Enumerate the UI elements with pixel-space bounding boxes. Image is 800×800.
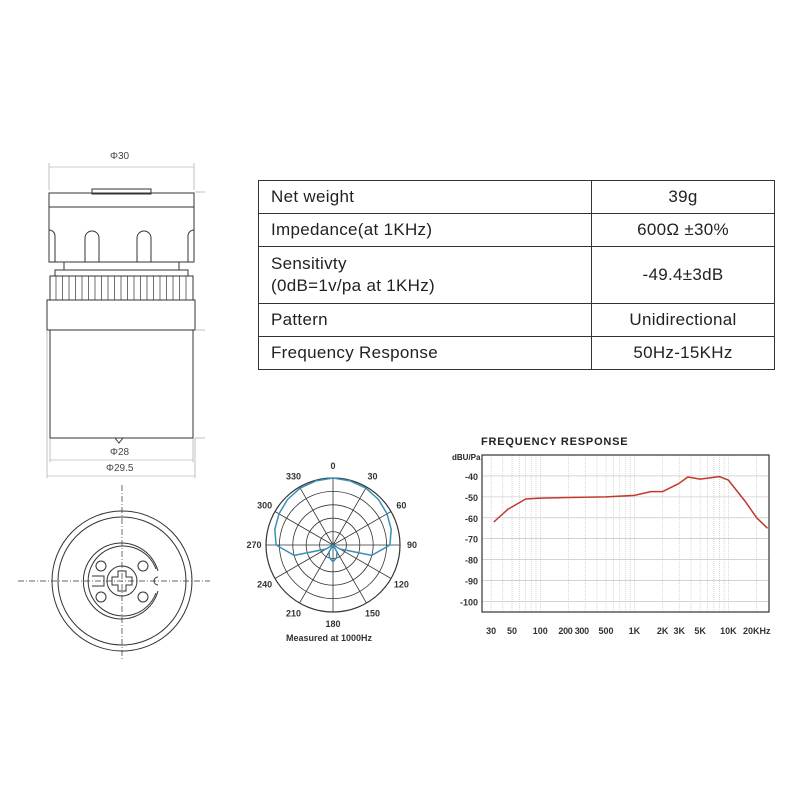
- microphone-side-view: [46, 163, 205, 478]
- polar-angle-label: 0: [330, 461, 335, 471]
- spec-label: Net weight: [258, 180, 592, 214]
- x-tick-label: 30: [486, 626, 496, 636]
- spec-table: Net weight 39g Impedance(at 1KHz) 600Ω ±30…: [258, 180, 775, 370]
- polar-spoke: [332, 544, 392, 579]
- spec-label: Sensitivty (0dB=1v/pa at 1KHz): [258, 246, 592, 304]
- y-tick-label: -40: [465, 472, 478, 482]
- x-tick-label: 5K: [694, 626, 706, 636]
- polar-spoke: [274, 511, 334, 546]
- collar-diameter-label: Φ29.5: [106, 463, 134, 474]
- polar-spoke: [299, 544, 334, 604]
- polar-spoke: [332, 544, 367, 604]
- polar-spoke: [332, 511, 392, 546]
- table-row: Net weight 39g: [258, 180, 775, 214]
- polar-angle-label: 210: [286, 608, 301, 618]
- microphone-bottom-view: [18, 485, 210, 660]
- x-tick-label: 100: [533, 626, 548, 636]
- x-tick-label: 3K: [673, 626, 685, 636]
- y-axis-label: dBU/Pa: [452, 453, 481, 462]
- x-tick-label: 1K: [629, 626, 641, 636]
- frequency-response-line: [493, 475, 769, 529]
- spec-label-line2: (0dB=1v/pa at 1KHz): [271, 276, 435, 295]
- table-row: Sensitivty (0dB=1v/pa at 1KHz) -49.4±3dB: [258, 246, 775, 304]
- polar-angle-label: 60: [396, 501, 406, 511]
- polar-spoke: [274, 544, 334, 579]
- polar-angle-label: 150: [365, 608, 380, 618]
- x-tick-label: 20KHz: [743, 626, 771, 636]
- chart-title: FREQUENCY RESPONSE: [481, 436, 629, 448]
- spec-label: Pattern: [258, 303, 592, 337]
- polar-caption: Measured at 1000Hz: [286, 633, 373, 643]
- spec-label-line1: Sensitivty: [271, 254, 347, 273]
- table-row: Impedance(at 1KHz) 600Ω ±30%: [258, 213, 775, 247]
- polar-spoke: [299, 486, 334, 546]
- spec-value: 39g: [591, 180, 775, 214]
- polar-angle-label: 330: [286, 472, 301, 482]
- spec-value: 50Hz-15KHz: [591, 336, 775, 370]
- spec-value: Unidirectional: [591, 303, 775, 337]
- spec-label: Impedance(at 1KHz): [258, 213, 592, 247]
- x-tick-label: 200 300: [558, 626, 589, 636]
- table-row: Pattern Unidirectional: [258, 303, 775, 337]
- y-tick-label: -80: [465, 556, 478, 566]
- x-tick-label: 500: [599, 626, 614, 636]
- y-tick-label: -50: [465, 493, 478, 503]
- polar-pattern-plot: 0 30 60 90 120 150 180 210 240 270 300 330: [246, 461, 417, 629]
- top-diameter-label: Φ30: [110, 151, 130, 162]
- polar-angle-label: 270: [246, 540, 261, 550]
- polar-angle-label: 180: [325, 619, 340, 629]
- x-tick-label: 50: [507, 626, 517, 636]
- y-tick-label: -90: [465, 577, 478, 587]
- x-tick-label: 2K: [657, 626, 669, 636]
- y-tick-label: -100: [460, 598, 478, 608]
- polar-angle-label: 30: [367, 472, 377, 482]
- polar-angle-label: 240: [257, 580, 272, 590]
- polar-spoke: [332, 486, 367, 546]
- table-row: Frequency Response 50Hz-15KHz: [258, 336, 775, 370]
- spec-label: Frequency Response: [258, 336, 592, 370]
- spec-value: 600Ω ±30%: [591, 213, 775, 247]
- polar-pattern-line: [274, 477, 392, 563]
- x-tick-label: 10K: [720, 626, 737, 636]
- y-tick-label: -70: [465, 535, 478, 545]
- y-tick-label: -60: [465, 514, 478, 524]
- polar-angle-label: 90: [407, 540, 417, 550]
- spec-value: -49.4±3dB: [591, 246, 775, 304]
- plot-frame: [481, 454, 770, 613]
- frequency-response-chart: -40 -50 -60 -70 -80 -90 -100 30 50 100 200 300 500 1…: [460, 454, 771, 636]
- polar-angle-label: 120: [394, 580, 409, 590]
- body-diameter-label: Φ28: [110, 447, 130, 458]
- polar-angle-label: 300: [257, 501, 272, 511]
